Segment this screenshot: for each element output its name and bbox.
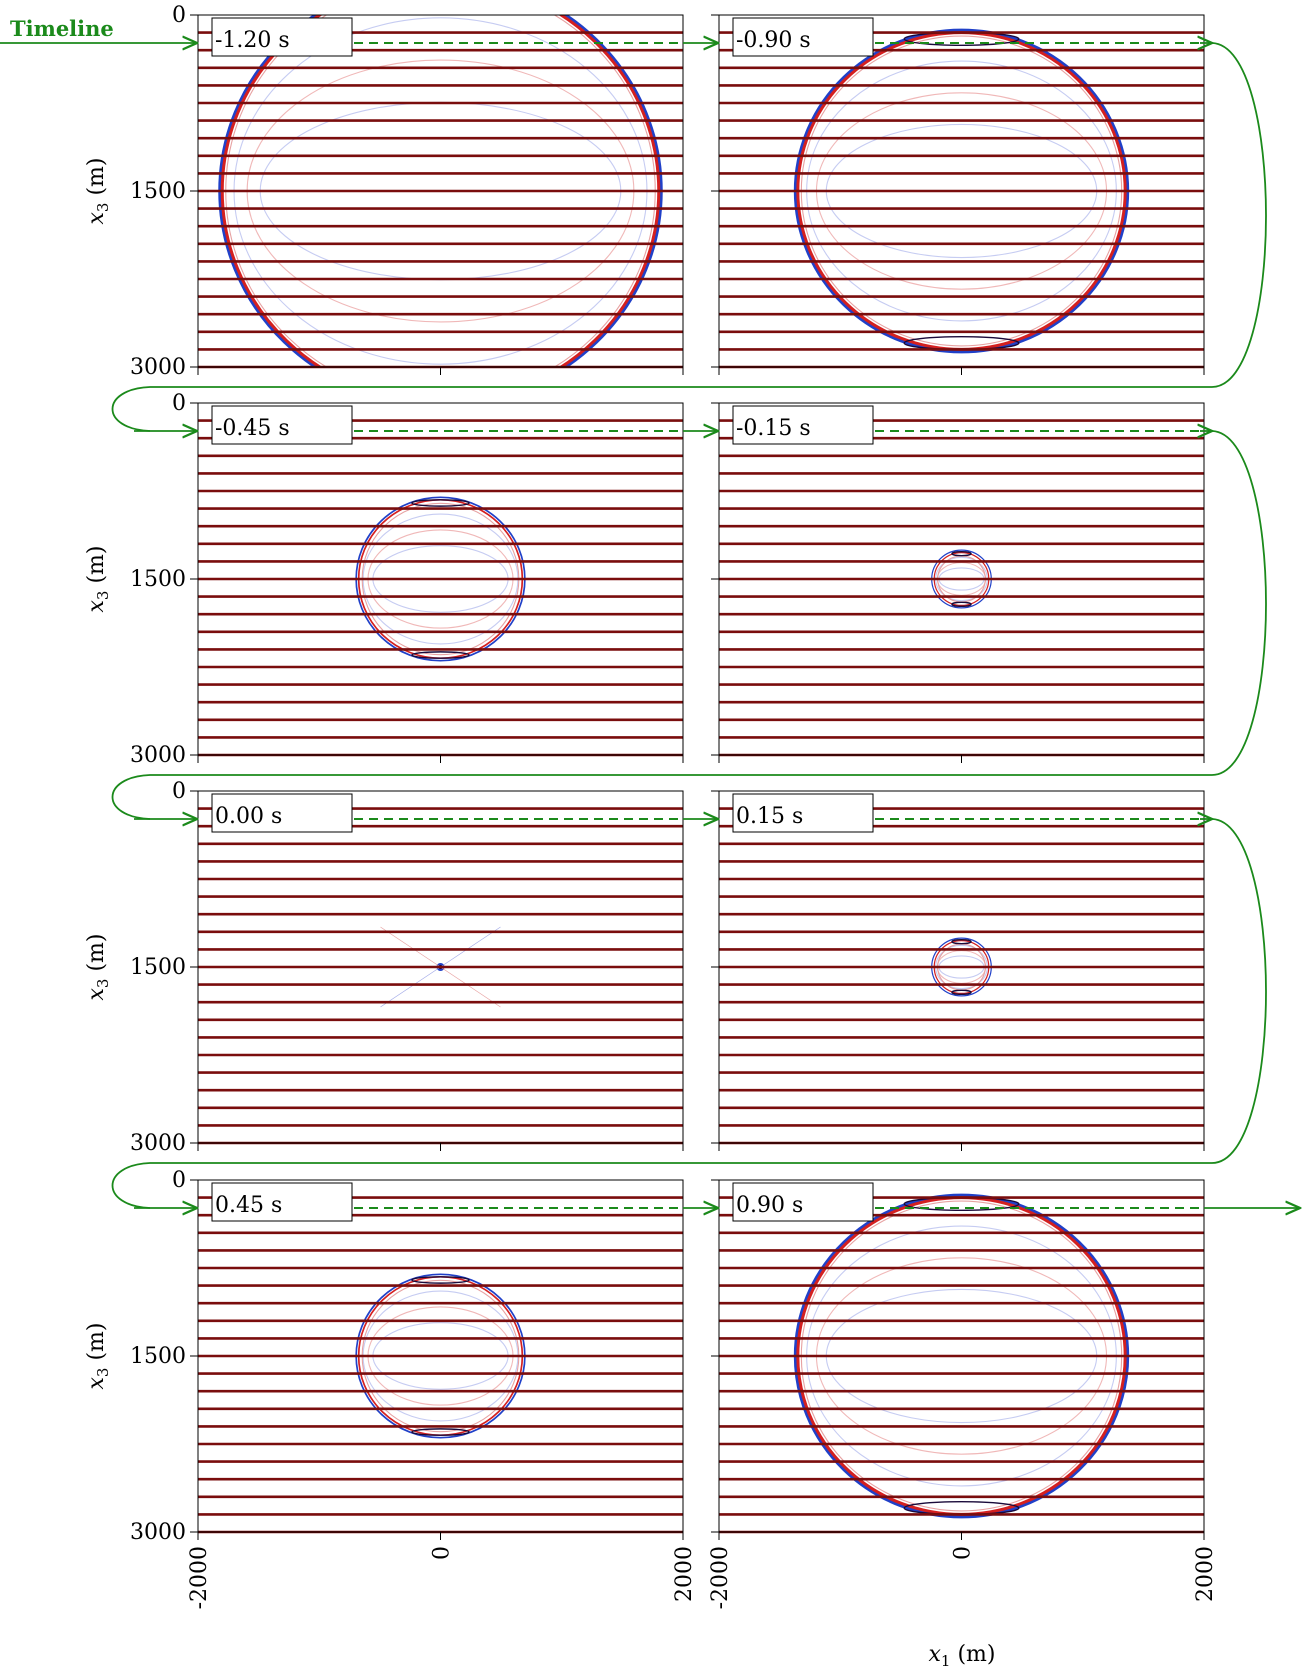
wavefield-panel: 0 1500 3000 x3 (m) -1.20 s xyxy=(84,3,684,380)
time-label: 0.15 s xyxy=(736,804,803,829)
x-tick-label: 2000 xyxy=(672,1546,697,1602)
wavefield-panel: -2000 0 2000 0.90 s xyxy=(708,1179,1218,1609)
y-tick-label: 1500 xyxy=(130,179,186,204)
y-tick-label: 1500 xyxy=(130,955,186,980)
wavefield-panel: 0 1500 3000 x3 (m) -2000 0 2000 0.45 s xyxy=(84,1168,697,1609)
wavefield-panel: -0.90 s xyxy=(711,14,1205,375)
timeline-title: Timeline xyxy=(10,16,114,41)
timeline-segment xyxy=(111,42,1267,432)
time-label-box xyxy=(211,405,353,445)
x-axis-title: x1 (m) xyxy=(929,1642,996,1670)
y-axis-title: x3 (m) xyxy=(84,1323,112,1390)
time-label: -0.45 s xyxy=(215,416,290,441)
y-tick-label: 0 xyxy=(172,391,186,416)
y-axis-title: x3 (m) xyxy=(84,158,112,225)
wavefield-panel: 0 1500 3000 x3 (m) 0.00 s xyxy=(84,779,684,1156)
timeline-segment xyxy=(111,430,1267,820)
y-tick-label: 3000 xyxy=(130,1520,186,1545)
x-tick-label: -2000 xyxy=(708,1546,733,1609)
time-label: 0.90 s xyxy=(736,1193,803,1218)
time-label-box xyxy=(732,17,874,57)
y-tick-label: 0 xyxy=(172,3,186,28)
wavefield-panel: 0 1500 3000 x3 (m) -0.45 s xyxy=(84,391,684,768)
y-tick-label: 0 xyxy=(172,779,186,804)
x-tick-label: -2000 xyxy=(187,1546,212,1609)
time-label-box xyxy=(732,1182,874,1222)
y-tick-label: 3000 xyxy=(130,1131,186,1156)
y-tick-label: 1500 xyxy=(130,1344,186,1369)
reflection-top xyxy=(951,550,972,557)
timeline-segment xyxy=(111,818,1267,1209)
time-label: -0.15 s xyxy=(736,416,811,441)
time-label: -0.90 s xyxy=(736,28,811,53)
time-label-box xyxy=(211,793,353,833)
time-label: -1.20 s xyxy=(215,28,290,53)
x-tick-label: 0 xyxy=(430,1546,455,1560)
reflection-bottom xyxy=(951,989,972,996)
time-label-box xyxy=(211,17,353,57)
reflection-bottom xyxy=(951,601,972,608)
reflection-bottom xyxy=(411,1428,470,1436)
wavefield-panel: -0.15 s xyxy=(711,402,1205,763)
x-tick-label: 2000 xyxy=(1193,1546,1218,1602)
wavefield-panel: 0.15 s xyxy=(711,790,1205,1151)
timeline-path xyxy=(0,43,1300,1208)
reflection-top xyxy=(411,499,470,507)
reflection-top xyxy=(411,1276,470,1284)
time-label: 0.00 s xyxy=(215,804,282,829)
y-tick-label: 3000 xyxy=(130,355,186,380)
y-tick-label: 1500 xyxy=(130,567,186,592)
reflection-top xyxy=(951,938,972,945)
y-tick-label: 3000 xyxy=(130,743,186,768)
reflection-bottom xyxy=(411,651,470,659)
time-label-box xyxy=(211,1182,353,1222)
x-tick-label: 0 xyxy=(951,1546,976,1560)
time-label: 0.45 s xyxy=(215,1193,282,1218)
time-label-box xyxy=(732,405,874,445)
y-axis-title: x3 (m) xyxy=(84,546,112,613)
y-axis-title: x3 (m) xyxy=(84,934,112,1001)
time-label-box xyxy=(732,793,874,833)
y-tick-label: 0 xyxy=(172,1168,186,1193)
